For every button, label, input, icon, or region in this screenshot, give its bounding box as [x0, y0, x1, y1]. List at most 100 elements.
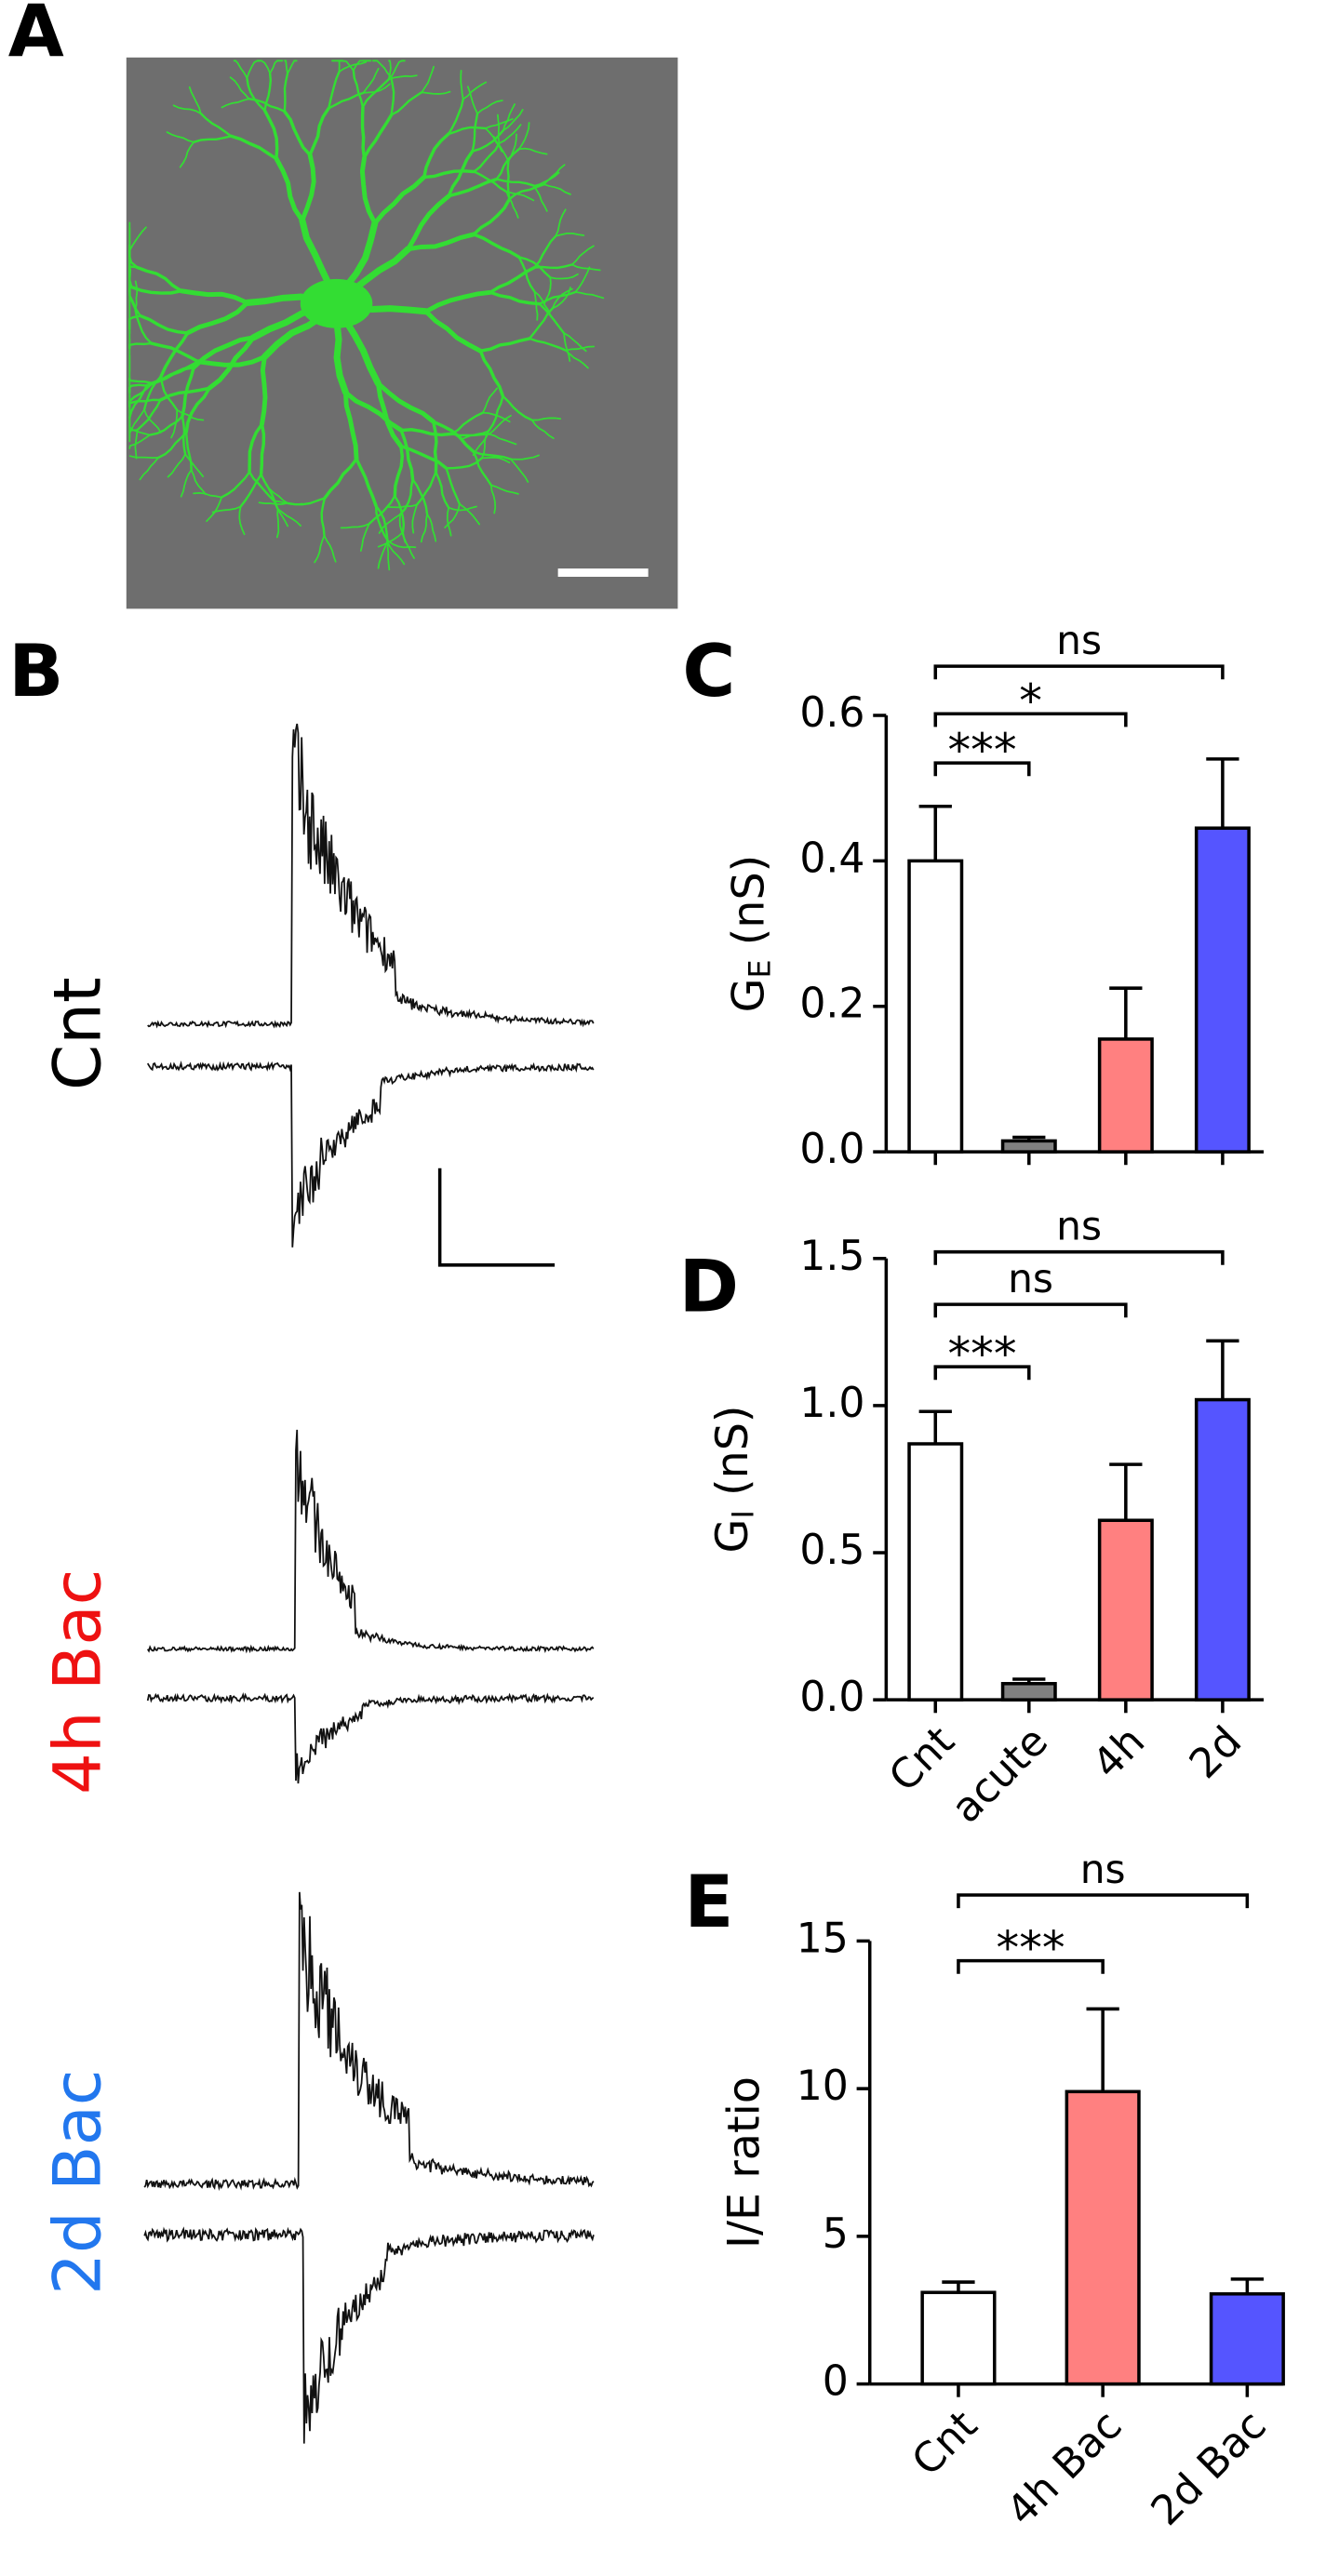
dendrite	[480, 456, 511, 464]
dendrite	[283, 110, 312, 157]
dendrite	[564, 349, 589, 369]
dendrite	[148, 415, 184, 436]
dendrite	[246, 76, 266, 112]
dendrite	[487, 394, 504, 433]
dendrite	[444, 502, 461, 528]
y-tick-label: 1.0	[799, 1380, 864, 1427]
dendrite	[571, 245, 595, 266]
y-axis-label-part: E	[743, 959, 777, 978]
dendrite	[139, 314, 190, 335]
dendrite	[276, 508, 301, 527]
panel-label: B	[8, 630, 63, 714]
dendrite	[190, 469, 207, 496]
bar	[907, 1442, 964, 1702]
dendrite	[143, 408, 162, 434]
trace-label: Cnt	[40, 977, 116, 1090]
dendrite	[273, 500, 289, 527]
y-axis-label-part: I/E ratio	[718, 2076, 770, 2249]
dendrite	[248, 98, 287, 113]
dendrite	[258, 501, 288, 505]
scale-bar	[437, 1168, 556, 1267]
dendrite	[328, 91, 365, 110]
dendrite	[371, 60, 393, 78]
dendrite	[142, 375, 163, 411]
dendrite	[533, 234, 557, 269]
dendrite	[445, 467, 462, 505]
significance-label: ns	[1008, 1256, 1053, 1301]
dendrite	[323, 457, 358, 501]
bar	[907, 859, 964, 1154]
dendrite	[563, 332, 571, 362]
dendrite	[181, 415, 187, 456]
dendrite	[447, 126, 487, 136]
error-bar	[918, 804, 952, 861]
dendrite	[338, 60, 367, 73]
significance-bracket	[933, 712, 1128, 727]
dendrite	[517, 256, 536, 293]
significance-label: ***	[947, 1327, 1016, 1381]
error-bar	[1230, 2277, 1264, 2294]
dendrite	[179, 288, 250, 305]
dendrite	[399, 428, 453, 437]
dendrite	[505, 191, 535, 202]
dendrite	[387, 503, 418, 509]
dendrite	[387, 540, 417, 549]
dendrite	[471, 128, 505, 153]
dendrite	[361, 78, 390, 109]
dendrite	[342, 390, 404, 433]
dendrite	[220, 471, 251, 499]
dendrite	[262, 109, 279, 161]
trace	[146, 1692, 595, 1784]
dendrite	[274, 156, 305, 223]
error-bar	[1109, 1462, 1143, 1521]
dendrite	[390, 75, 395, 116]
dendrite	[530, 419, 555, 440]
dendrite	[411, 503, 418, 534]
dendrite	[510, 454, 540, 460]
bar-chart: 0.0 0.2 0.4 0.6 GE (nS) **** ns	[724, 618, 1264, 1173]
dendrite	[489, 484, 519, 495]
dendrite	[447, 149, 475, 198]
dendrite	[184, 386, 211, 434]
dendrite	[445, 457, 484, 470]
significance-label: ***	[997, 1921, 1065, 1975]
x-tick-label: acute	[943, 1717, 1057, 1832]
dendrite	[542, 183, 571, 195]
dendrite	[574, 266, 591, 293]
dendrite	[386, 540, 391, 571]
dendrite	[167, 453, 186, 478]
dendrite	[352, 69, 365, 109]
dendrite	[564, 345, 596, 352]
y-tick-label: 0.0	[799, 1126, 864, 1173]
dendrite	[128, 265, 139, 278]
traces	[143, 723, 595, 2444]
dendrite	[447, 98, 464, 136]
significance-bracket	[957, 1893, 1250, 1909]
error-bar	[1086, 2007, 1119, 2092]
dendrite	[176, 408, 205, 421]
x-tick-label: 2d Bac	[1143, 2402, 1276, 2535]
bar	[1065, 2089, 1141, 2386]
dendrite	[386, 540, 406, 566]
y-tick-label: 0.0	[799, 1674, 864, 1721]
dendrite	[374, 504, 389, 543]
dendrite	[398, 514, 407, 543]
dendrite	[159, 331, 190, 379]
dendrite	[135, 265, 183, 293]
y-tick-label: 10	[797, 2062, 849, 2110]
dendrite	[128, 408, 145, 434]
dendrite	[422, 169, 476, 180]
dendrite	[399, 444, 449, 471]
dendrite	[555, 232, 585, 237]
dendrite	[352, 60, 372, 72]
significance-label: ns	[1080, 1847, 1126, 1892]
dendrite	[128, 455, 160, 459]
dendrite	[229, 76, 250, 100]
dendrite	[551, 287, 573, 310]
dendrite	[362, 113, 394, 160]
dendrite	[229, 134, 278, 161]
dendrite	[128, 226, 147, 252]
dendrite	[342, 390, 359, 461]
dendrite	[128, 434, 151, 449]
